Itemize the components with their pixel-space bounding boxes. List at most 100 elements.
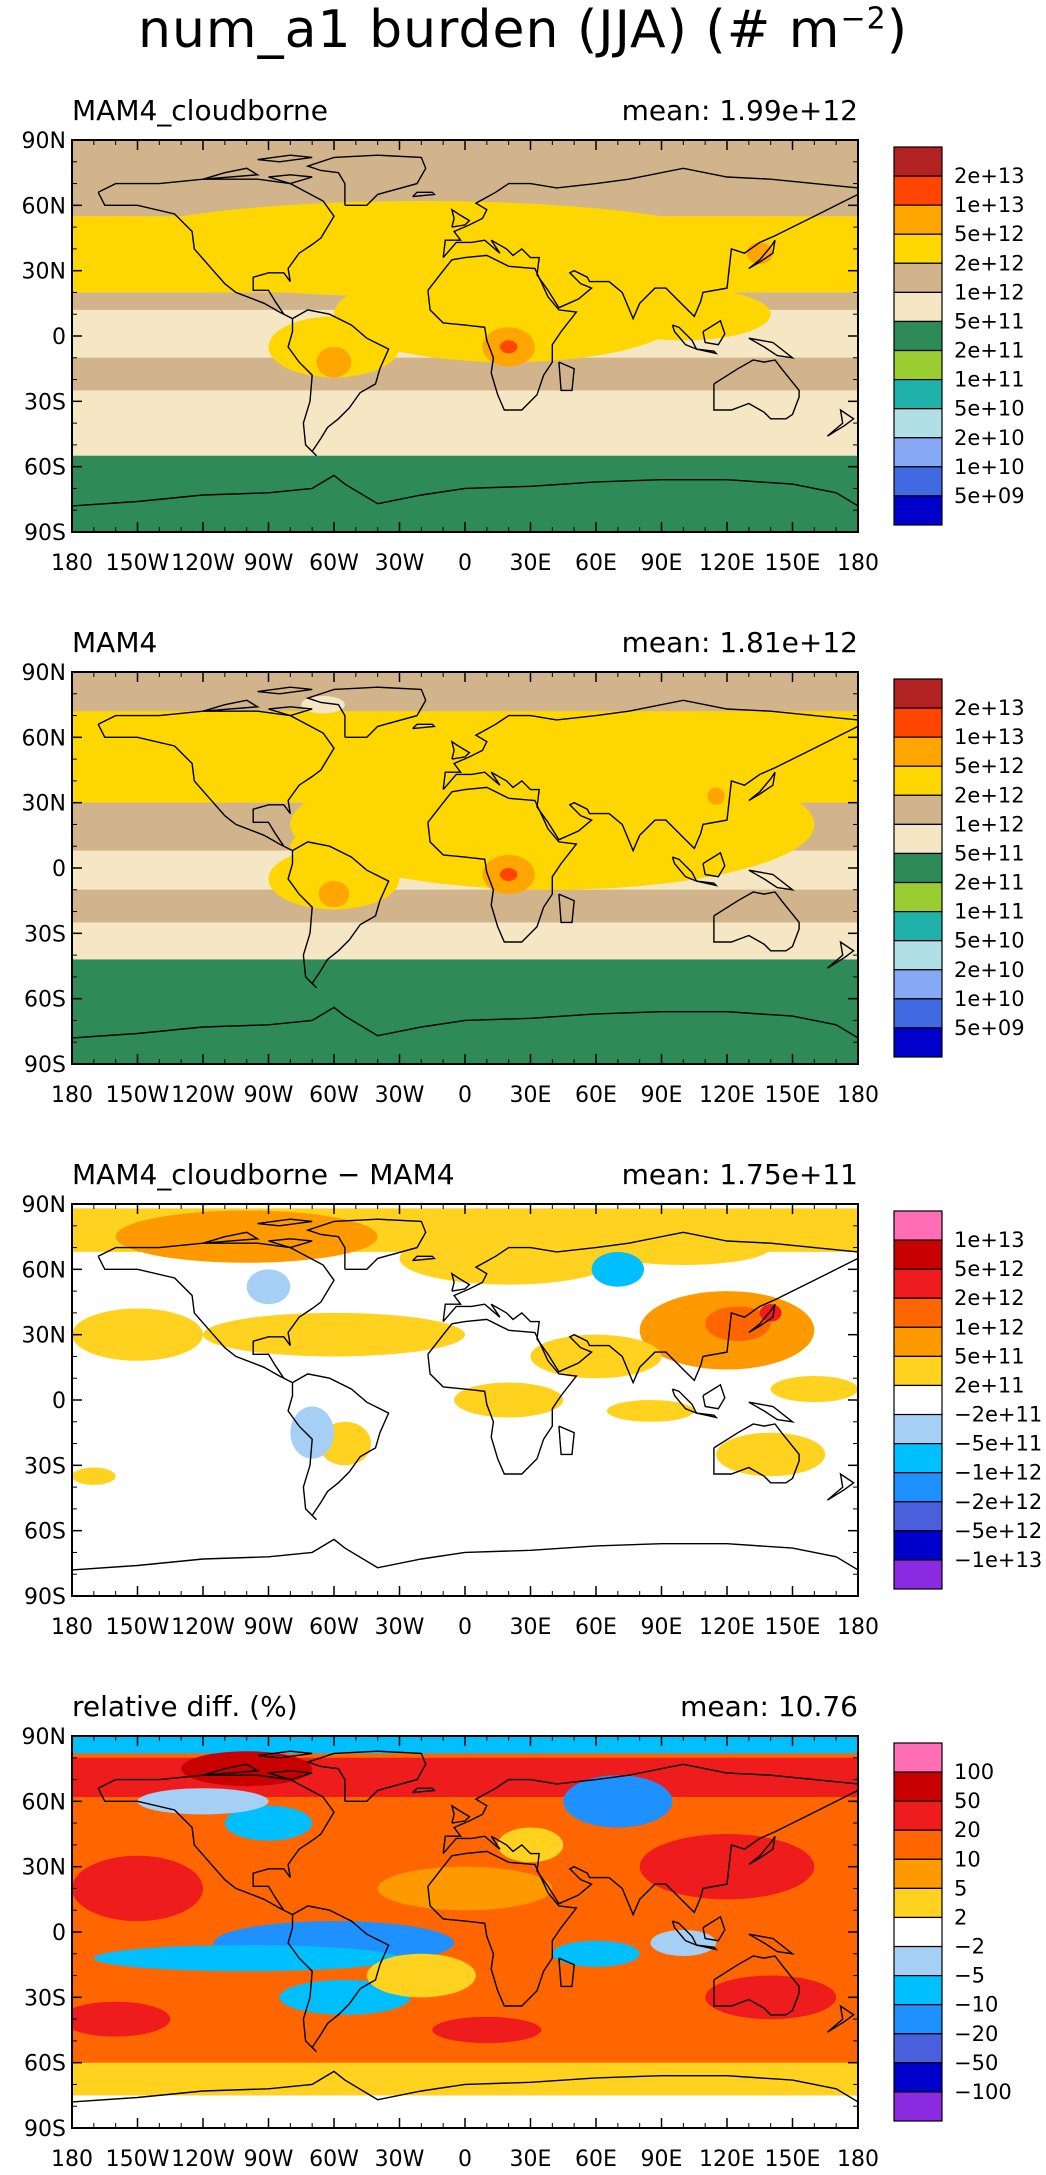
coastline <box>826 408 855 437</box>
field-blob <box>268 848 400 910</box>
lon-label: 90W <box>244 1615 294 1640</box>
lon-label: 180 <box>51 1615 93 1640</box>
field-blob <box>650 1929 717 1956</box>
field-blob <box>705 1306 771 1342</box>
lat-label: 0 <box>52 1389 66 1414</box>
lon-label: 30E <box>510 1615 552 1640</box>
field-blob <box>639 1834 815 1900</box>
lat-label: 30N <box>22 1856 66 1881</box>
field-blob <box>705 1975 837 2020</box>
map-panel-2: 90N 60N 30N 0 30S 60S 90S 180 150W 120W 90W 60W 30W 0… <box>22 626 1025 1108</box>
lat-label: 60S <box>24 456 66 481</box>
colorbar-swatch <box>893 320 943 352</box>
field-blob <box>72 1467 116 1485</box>
figure-title: num_a1 burden (JJA) (# m−2) <box>138 0 908 60</box>
field-blob <box>366 1953 476 1998</box>
colorbar-swatch <box>893 678 943 709</box>
coastline <box>450 208 471 228</box>
colorbar-label: 5 <box>954 1876 967 1900</box>
colorbar-swatch <box>893 408 943 439</box>
colorbar-swatch <box>893 1945 943 1977</box>
lon-label: 180 <box>51 1083 93 1108</box>
colorbar-swatch <box>893 1742 943 1773</box>
coastline <box>826 1472 855 1501</box>
colorbar-swatch <box>893 1501 943 1532</box>
panel-mean-label: mean: 1.81e+12 <box>622 626 858 659</box>
colorbar-swatch <box>893 911 943 942</box>
coastline <box>558 893 575 924</box>
lon-label: 90E <box>641 2147 683 2172</box>
coastline <box>97 178 335 320</box>
coastline <box>287 841 390 989</box>
colorbar-swatch <box>893 1858 943 1889</box>
lon-label: 180 <box>51 551 93 576</box>
field-blob <box>318 881 350 908</box>
lon-label: 0 <box>458 2147 472 2172</box>
coastline <box>442 1763 858 1917</box>
lon-label: 180 <box>837 2147 879 2172</box>
colorbar-swatch <box>893 823 943 855</box>
field-blob <box>596 288 771 341</box>
lon-label: 90E <box>641 1083 683 1108</box>
field-blob <box>563 1775 673 1828</box>
field-blob <box>770 1376 858 1403</box>
colorbar-swatch <box>893 940 943 971</box>
lon-label: 150E <box>765 1083 821 1108</box>
colorbar-swatch <box>893 175 943 206</box>
lat-label: 90N <box>22 1725 66 1750</box>
coastline <box>202 1763 260 1776</box>
lon-label: 90E <box>641 1615 683 1640</box>
lat-label: 90N <box>22 661 66 686</box>
colorbar: 2e+13 1e+13 5e+12 2e+12 1e+12 5e+11 2e+11 1e+11… <box>893 678 1025 1058</box>
colorbar-swatch <box>893 1887 943 1919</box>
coastline <box>305 154 427 207</box>
field-blob <box>746 242 773 265</box>
coastline <box>702 319 726 346</box>
field-blob <box>316 346 352 378</box>
colorbar-swatch <box>893 379 943 410</box>
lon-label: 120W <box>171 2147 235 2172</box>
lon-label: 150W <box>106 2147 170 2172</box>
colorbar-swatch <box>893 1210 943 1241</box>
lon-label: 60W <box>309 2147 359 2172</box>
colorbar-label: 2e+12 <box>954 251 1025 275</box>
field-band <box>72 889 858 923</box>
lon-label: 180 <box>837 1615 879 1640</box>
colorbar-label: 1e+12 <box>954 280 1025 304</box>
colorbar-label: −5e+12 <box>954 1519 1042 1543</box>
colorbar-swatch <box>893 794 943 825</box>
coastline <box>442 167 858 321</box>
colorbar-swatch <box>893 1443 943 1474</box>
colorbar-label: −2e+12 <box>954 1490 1042 1514</box>
colorbar-swatch <box>893 1268 943 1299</box>
lon-label: 180 <box>837 551 879 576</box>
colorbar-swatch <box>893 2062 943 2093</box>
colorbar-swatch <box>893 1027 943 1058</box>
coastline <box>202 699 260 712</box>
colorbar-label: 5e+11 <box>954 1344 1025 1368</box>
field-blob <box>224 1805 313 1841</box>
lon-label: 150E <box>765 2147 821 2172</box>
coastline <box>558 1425 575 1456</box>
field-blob <box>606 820 760 864</box>
field-blob <box>716 1432 826 1477</box>
field-blob <box>497 1827 564 1863</box>
colorbar-label: 5e+09 <box>954 484 1025 508</box>
field-blob <box>591 1251 645 1287</box>
colorbar-label: 5e+12 <box>954 754 1025 778</box>
field-blob <box>115 1210 378 1263</box>
lon-label: 60E <box>575 551 617 576</box>
field-blob <box>72 1308 203 1361</box>
field-blob <box>137 1788 269 1815</box>
lat-label: 60N <box>22 194 66 219</box>
lat-label: 60N <box>22 726 66 751</box>
colorbar-label: −100 <box>954 2080 1012 2104</box>
colorbar-label: 1e+13 <box>954 193 1025 217</box>
field-band <box>72 390 858 456</box>
coastline <box>748 1401 796 1423</box>
colorbar-swatch <box>893 349 943 381</box>
lon-label: 150W <box>106 1083 170 1108</box>
panel-mean-label: mean: 1.99e+12 <box>622 94 858 127</box>
panel-mean-label: mean: 1.75e+11 <box>622 1158 858 1191</box>
